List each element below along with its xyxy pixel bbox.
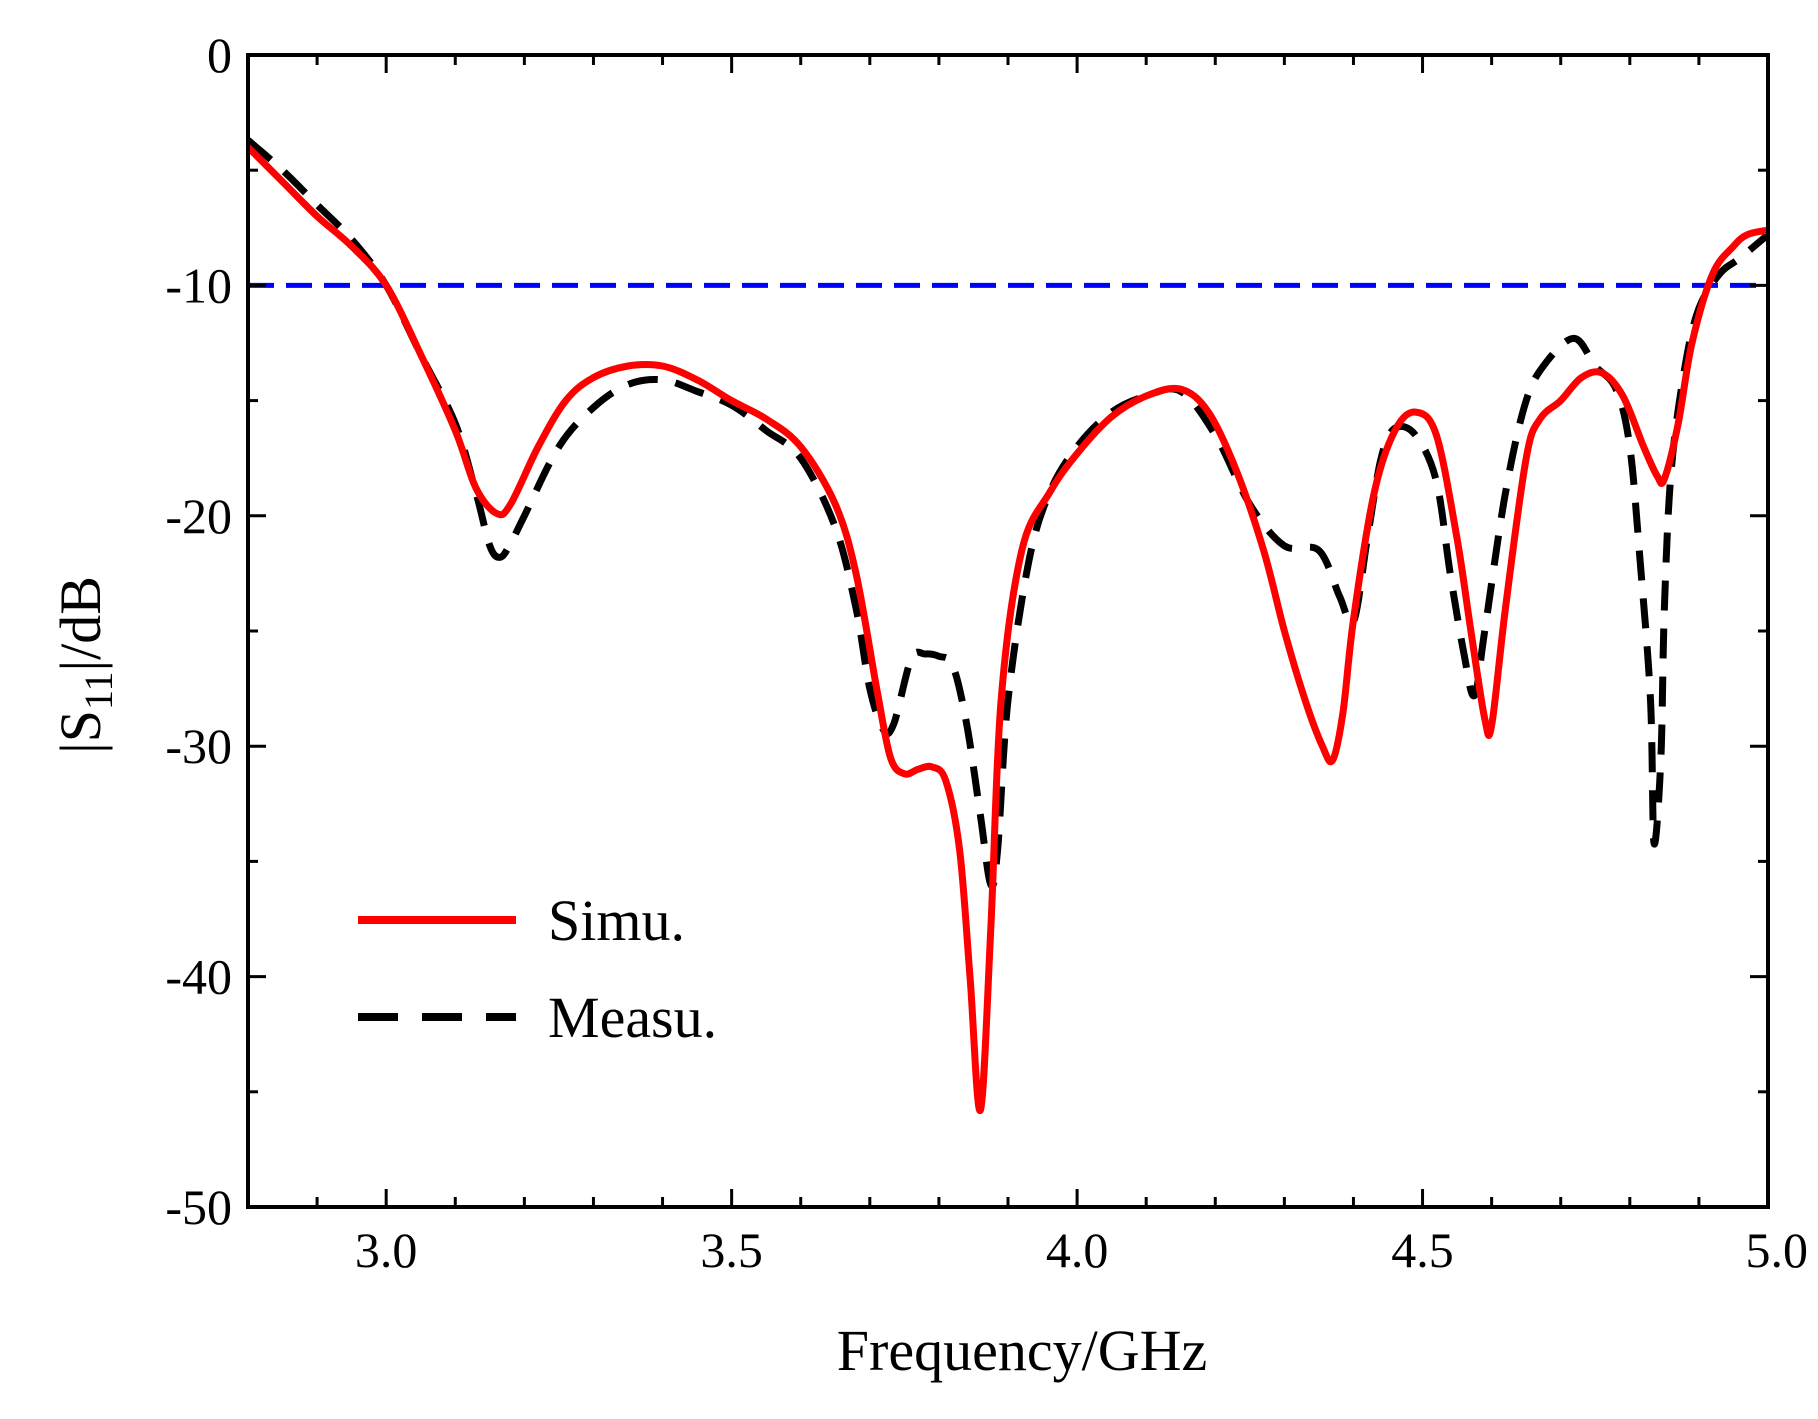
x-tick-label: 3.5 [700, 1222, 763, 1278]
series-layer [248, 137, 1768, 1114]
x-axis-title: Frequency/GHz [837, 1318, 1207, 1383]
legend-label-simu: Simu. [548, 888, 685, 953]
y-axis-title-subscript: 11 [76, 672, 121, 711]
y-axis-title-tail: |/dB [48, 576, 113, 671]
axes-layer: 3.0 3.5 4.0 4.5 5.0 0 -10 -20 -30 -40 -50 [165, 27, 1808, 1278]
y-tick-label: -50 [165, 1179, 232, 1235]
x-tick-label: 4.5 [1391, 1222, 1454, 1278]
x-tick-label: 4.0 [1046, 1222, 1109, 1278]
y-tick-label: -10 [165, 257, 232, 313]
x-tick-label: 3.0 [355, 1222, 418, 1278]
y-tick-label: -30 [165, 718, 232, 774]
y-tick-label: 0 [207, 27, 232, 83]
y-axis-title: |S11|/dB [48, 576, 121, 754]
legend-label-measu: Measu. [548, 985, 717, 1050]
series-line-simu [248, 144, 1768, 1114]
y-tick-label: -20 [165, 488, 232, 544]
series-line-measu [248, 137, 1768, 890]
legend: Simu. Measu. [358, 888, 717, 1050]
x-tick-label: 5.0 [1746, 1222, 1809, 1278]
y-axis-title-main: |S [48, 710, 113, 754]
y-tick-label: -40 [165, 949, 232, 1005]
